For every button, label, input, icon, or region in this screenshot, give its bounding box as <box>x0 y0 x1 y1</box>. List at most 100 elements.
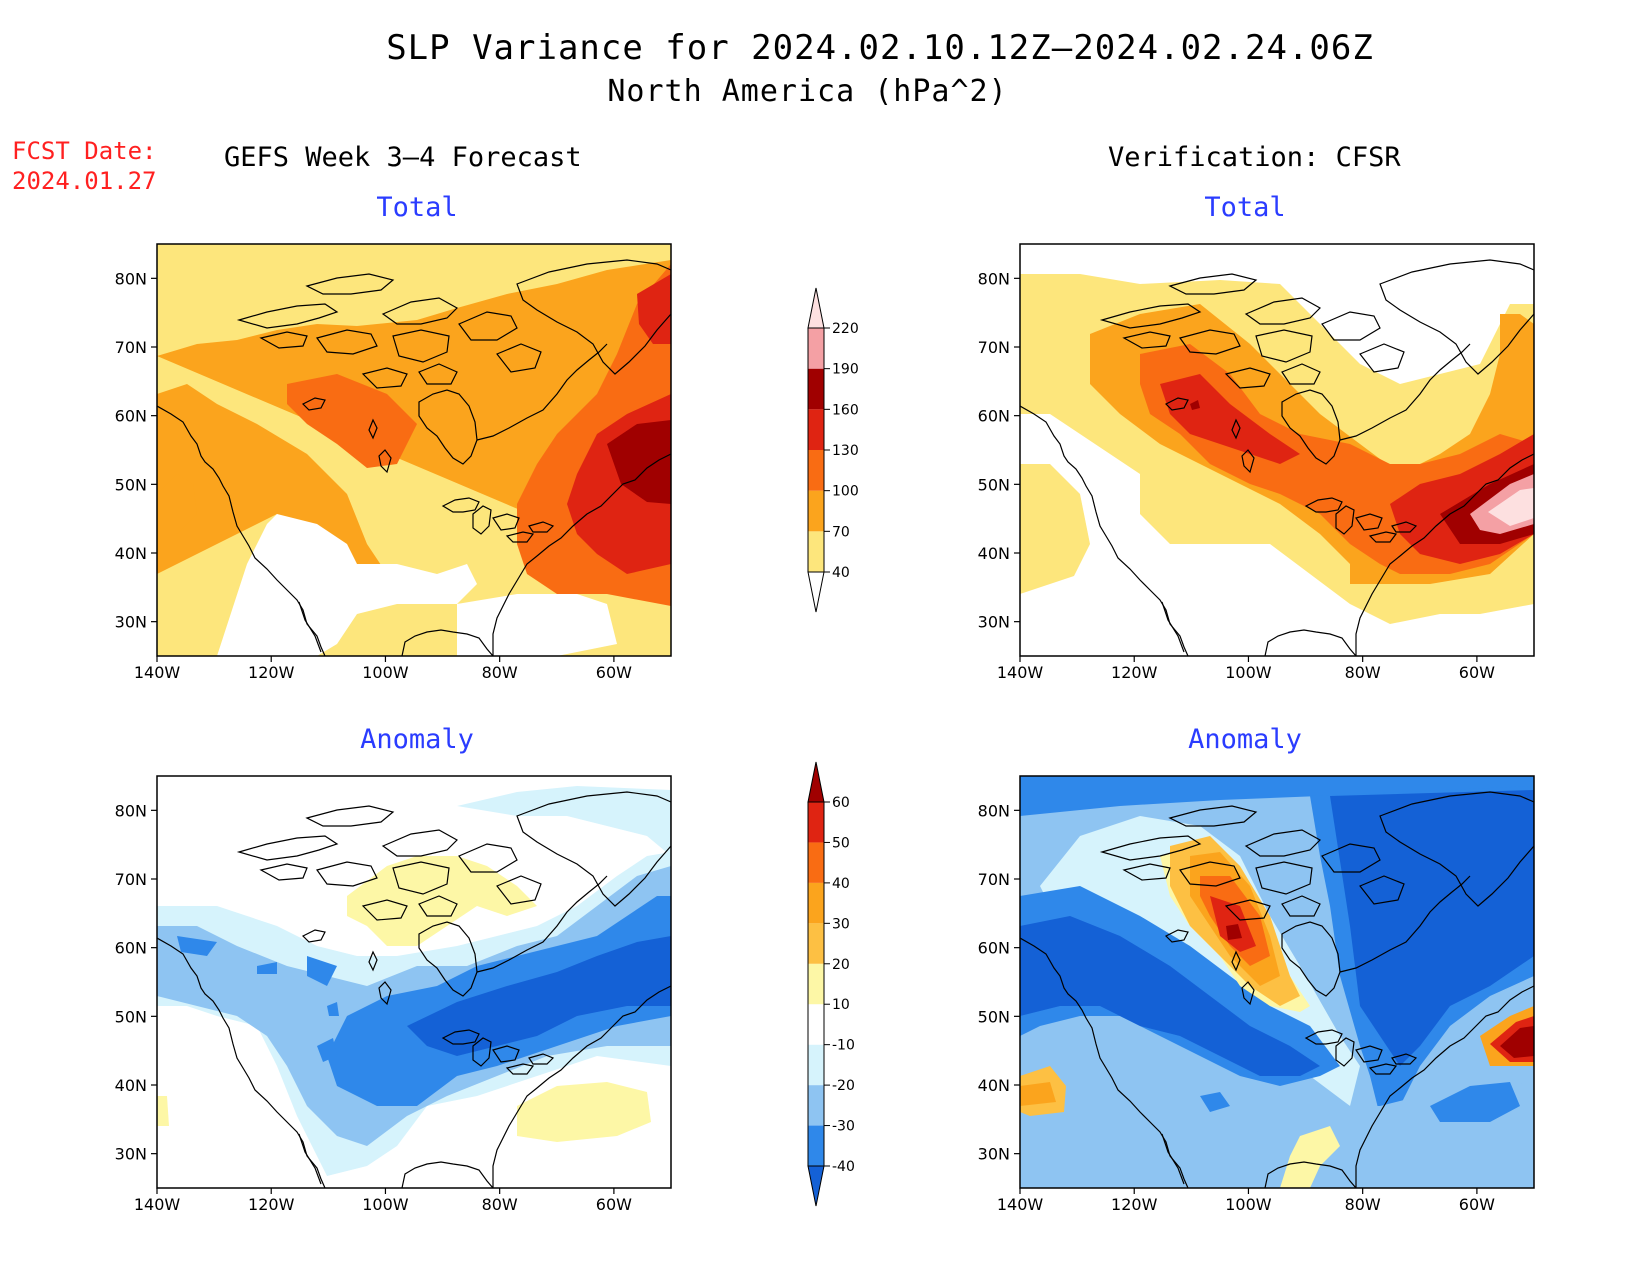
lat-tick-label: 60N <box>978 407 1010 426</box>
lat-tick-label: 40N <box>978 1076 1010 1095</box>
panel-title-gefs-total: Total <box>376 192 458 223</box>
colorbar-label: -30 <box>832 1119 855 1135</box>
colorbar-label: 60 <box>832 795 850 811</box>
colorbar-label: 190 <box>832 362 859 378</box>
lat-tick-label: 40N <box>978 544 1010 563</box>
colorbar-label: 20 <box>832 957 850 973</box>
colorbar-label: -20 <box>832 1078 855 1094</box>
panel-title-gefs-anomaly: Anomaly <box>360 724 474 755</box>
lat-tick-label: 30N <box>115 613 147 632</box>
lon-tick-label: 80W <box>482 1195 518 1214</box>
map-panel-gefs-total <box>157 244 671 656</box>
colorbar-swatch <box>808 450 824 491</box>
colorbar-swatch <box>808 802 824 843</box>
map-frame <box>156 243 672 657</box>
forecast-date: FCST Date: 2024.01.27 <box>12 136 157 196</box>
colorbar-arrow-bottom <box>807 571 825 613</box>
lat-tick-label: 80N <box>978 269 1010 288</box>
lon-tick-label: 120W <box>248 663 295 682</box>
colorbar-label: 70 <box>832 524 850 540</box>
lat-tick-label: 50N <box>978 475 1010 494</box>
figure-title: SLP Variance for 2024.02.10.12Z–2024.02.… <box>386 28 1374 68</box>
colorbar-label: 50 <box>832 835 850 851</box>
panel-title-cfsr-anomaly: Anomaly <box>1188 724 1302 755</box>
lat-tick-label: 70N <box>978 870 1010 889</box>
map-panel-cfsr-anomaly <box>1020 776 1534 1188</box>
map-panel-cfsr-total <box>1020 244 1534 656</box>
lon-tick-label: 140W <box>134 1195 181 1214</box>
lon-tick-label: 140W <box>997 1195 1044 1214</box>
lon-tick-label: 140W <box>997 663 1044 682</box>
lon-tick-label: 120W <box>1111 663 1158 682</box>
figure-subtitle: North America (hPa^2) <box>607 74 1008 109</box>
lat-tick-label: 40N <box>115 544 147 563</box>
lon-tick-label: 80W <box>1345 663 1381 682</box>
lon-tick-label: 120W <box>248 1195 295 1214</box>
colorbar-swatch <box>808 490 824 532</box>
map-frame <box>1019 243 1535 657</box>
colorbar-label: 220 <box>832 321 859 337</box>
panel-title-cfsr-total: Total <box>1204 192 1286 223</box>
axes-gefs-total: 140W 120W 100W 80W 60W 80N 70N 60N 50N 40N 30N <box>115 243 672 682</box>
lat-tick-label: 30N <box>978 613 1010 632</box>
lat-tick-label: 30N <box>978 1145 1010 1164</box>
colorbar-label: 40 <box>832 876 850 892</box>
forecast-date-value: 2024.01.27 <box>12 167 157 195</box>
lon-tick-label: 100W <box>1225 663 1272 682</box>
lat-tick-label: 80N <box>115 801 147 820</box>
lon-tick-label: 100W <box>362 663 409 682</box>
colorbar-arrow-top <box>807 761 825 803</box>
lat-tick-label: 30N <box>115 1145 147 1164</box>
lat-tick-label: 40N <box>115 1076 147 1095</box>
colorbar-swatch <box>808 409 824 450</box>
lat-tick-label: 50N <box>115 475 147 494</box>
colorbar-label: 30 <box>832 916 850 932</box>
lon-tick-label: 120W <box>1111 1195 1158 1214</box>
colorbar-label: 130 <box>832 443 859 459</box>
colorbar-swatch <box>808 923 824 964</box>
lon-tick-label: 60W <box>596 1195 632 1214</box>
lat-tick-label: 50N <box>978 1007 1010 1026</box>
colorbar-swatch <box>808 1125 824 1166</box>
colorbar-anomaly: -40 -30 -20 -10 10 20 30 40 50 60 <box>807 761 855 1207</box>
lon-tick-label: 80W <box>482 663 518 682</box>
colorbar-label: 40 <box>832 565 850 581</box>
colorbar-swatch <box>808 328 824 369</box>
lon-tick-label: 140W <box>134 663 181 682</box>
lat-tick-label: 70N <box>115 338 147 357</box>
colorbar-swatch <box>808 842 824 883</box>
map-panel-gefs-anomaly <box>157 776 671 1188</box>
colorbar-label: 10 <box>832 997 850 1013</box>
lon-tick-label: 100W <box>362 1195 409 1214</box>
colorbar-swatch <box>808 1044 824 1086</box>
lat-tick-label: 60N <box>978 939 1010 958</box>
lat-tick-label: 60N <box>115 939 147 958</box>
axes-cfsr-anomaly: 140W 120W 100W 80W 60W 80N 70N 60N 50N 40N 30N <box>978 775 1535 1214</box>
colorbar-label: -40 <box>832 1159 855 1175</box>
axes-gefs-anomaly: 140W 120W 100W 80W 60W 80N 70N 60N 50N 40N 30N <box>115 775 672 1214</box>
lon-tick-label: 60W <box>1459 1195 1495 1214</box>
lon-tick-label: 60W <box>1459 663 1495 682</box>
colorbar-total: 40 70 100 130 160 190 220 <box>807 287 859 613</box>
lon-tick-label: 80W <box>1345 1195 1381 1214</box>
colorbar-swatch <box>808 1085 824 1126</box>
colorbar-arrow-top <box>807 287 825 329</box>
colorbar-swatch <box>808 368 824 410</box>
lon-tick-label: 60W <box>596 663 632 682</box>
colorbar-arrow-bottom <box>807 1165 825 1207</box>
colorbar-label: 160 <box>832 402 859 418</box>
colorbar-swatch <box>808 963 824 1005</box>
lat-tick-label: 80N <box>978 801 1010 820</box>
lat-tick-label: 70N <box>115 870 147 889</box>
axes-cfsr-total: 140W 120W 100W 80W 60W 80N 70N 60N 50N 40N 30N <box>978 243 1535 682</box>
colorbar-swatch <box>808 531 824 572</box>
right-column-title: Verification: CFSR <box>1108 142 1401 173</box>
lat-tick-label: 60N <box>115 407 147 426</box>
lat-tick-label: 80N <box>115 269 147 288</box>
lat-tick-label: 70N <box>978 338 1010 357</box>
map-frame <box>1019 775 1535 1189</box>
lon-tick-label: 100W <box>1225 1195 1272 1214</box>
colorbar-label: -10 <box>832 1038 855 1054</box>
map-frame <box>156 775 672 1189</box>
